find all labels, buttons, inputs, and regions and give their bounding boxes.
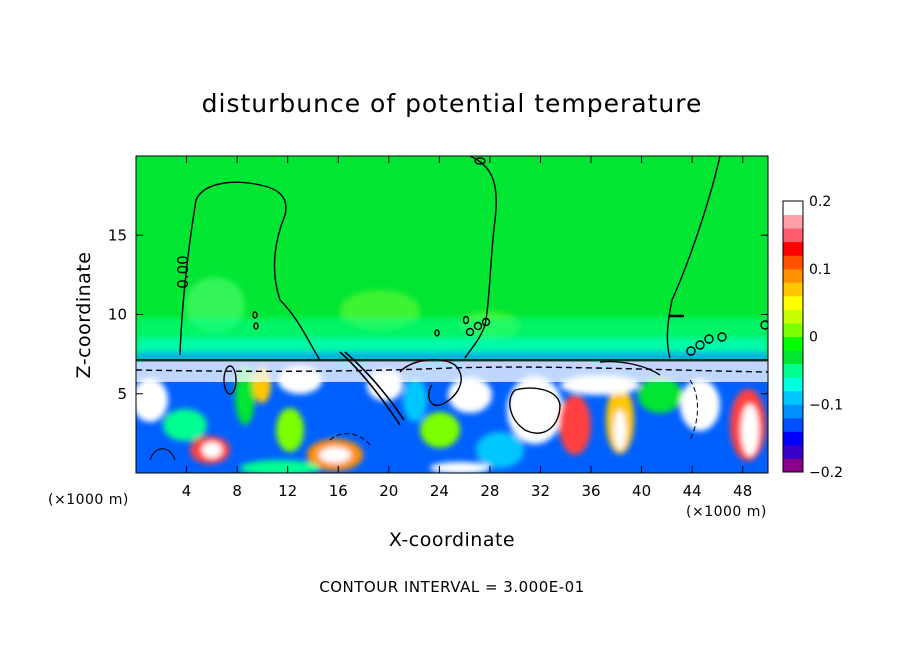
colorbar-swatch	[783, 350, 803, 365]
contour-label: 0.00	[174, 255, 192, 288]
colorbar-swatch	[783, 282, 803, 297]
x-tick-label: 24	[430, 482, 449, 500]
upper-field-patches	[136, 277, 768, 362]
x-unit-label-left: (×1000 m)	[48, 492, 129, 508]
x-tick-label: 44	[683, 482, 702, 500]
contour-lines	[136, 156, 768, 461]
colorbar-swatch	[783, 201, 803, 216]
colorbar-swatch	[783, 336, 803, 351]
x-tick-label: 36	[581, 482, 600, 500]
colorbar-tick-label: 0	[809, 330, 818, 346]
colorbar-swatch	[783, 309, 803, 324]
x-tick-label: 16	[329, 482, 348, 500]
x-tick-label: 40	[632, 482, 651, 500]
chart-title: disturbunce of potential temperature	[202, 89, 703, 118]
colorbar-swatch	[783, 322, 803, 337]
colorbar-swatch	[783, 377, 803, 392]
colorbar	[783, 201, 803, 473]
colorbar-swatch	[783, 458, 803, 473]
colorbar-swatch	[783, 228, 803, 243]
x-axis-label: X-coordinate	[389, 529, 515, 551]
colorbar-swatch	[783, 255, 803, 270]
colorbar-swatch	[783, 431, 803, 446]
colorbar-swatch	[783, 214, 803, 229]
colorbar-tick-label: −0.2	[809, 465, 843, 481]
colorbar-swatch	[783, 404, 803, 419]
x-tick-label: 28	[480, 482, 499, 500]
x-tick-label: 32	[531, 482, 550, 500]
lower-layer-patches	[136, 365, 766, 473]
colorbar-swatch	[783, 444, 803, 459]
colorbar-swatch	[783, 241, 803, 256]
y-tick-label: 15	[108, 226, 127, 244]
colorbar-tick-label: −0.1	[809, 397, 843, 413]
colorbar-tick-label: 0.1	[809, 262, 831, 278]
y-axis-label: Z-coordinate	[73, 252, 95, 379]
x-tick-label: 48	[733, 482, 752, 500]
x-tick-label: 4	[182, 482, 192, 500]
x-tick-label: 12	[278, 482, 297, 500]
y-tick-label: 10	[108, 306, 127, 324]
colorbar-frame	[782, 200, 804, 473]
x-tick-label: 20	[379, 482, 398, 500]
x-tick-label: 8	[232, 482, 242, 500]
colorbar-swatch	[783, 417, 803, 432]
plot-area	[136, 156, 768, 473]
x-unit-label-right: (×1000 m)	[686, 504, 767, 520]
x-axis-ticks: 4 8 12 16 20 24 28 32 36 40 44 48	[182, 156, 752, 500]
colorbar-swatch	[783, 363, 803, 378]
y-tick-label: 5	[117, 385, 127, 403]
y-axis-ticks: 5 10 15	[108, 226, 768, 403]
contour-interval-note: CONTOUR INTERVAL = 3.000E-01	[319, 578, 584, 596]
colorbar-swatch	[783, 295, 803, 310]
inversion-band	[136, 362, 768, 382]
colorbar-tick-label: 0.2	[809, 194, 831, 210]
colorbar-swatch	[783, 390, 803, 405]
colorbar-swatch	[783, 268, 803, 283]
colorbar-tick-labels: 0.2 0.1 0 −0.1 −0.2	[809, 194, 843, 481]
